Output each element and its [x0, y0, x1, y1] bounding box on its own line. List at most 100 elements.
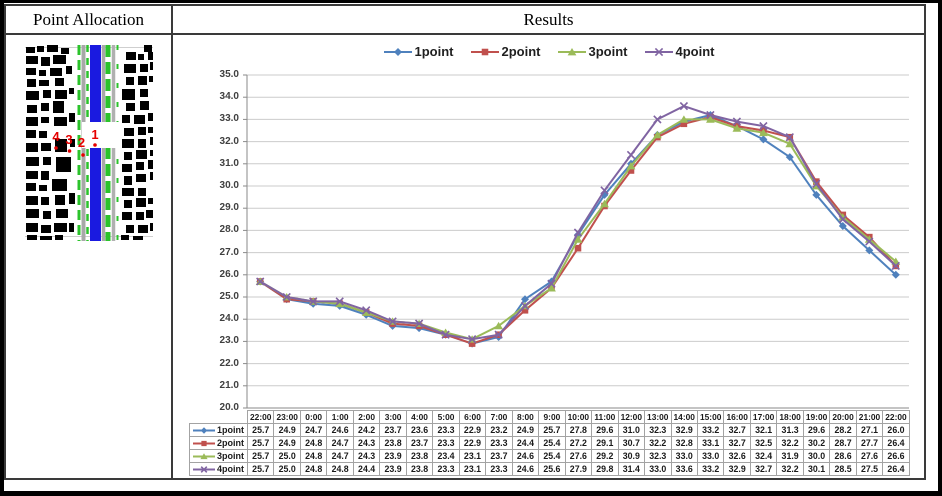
map-building: [68, 88, 74, 94]
y-axis-tick-label: 27.0: [219, 247, 239, 258]
map-building: [123, 176, 132, 185]
y-axis-tick-label: 33.0: [219, 113, 239, 124]
table-cell: 33.0: [670, 449, 698, 463]
legend-key-2point-icon: [470, 48, 499, 55]
map-building: [133, 115, 145, 124]
map-building: [68, 193, 75, 204]
table-cell: 29.1: [591, 436, 619, 450]
marker-diamond-icon: [891, 270, 900, 279]
map-point-4-label: 4: [52, 129, 60, 144]
table-cell: 29.6: [591, 423, 619, 437]
map-building: [123, 64, 136, 73]
table-cell: 26.6: [882, 449, 910, 463]
table-cell: 29.2: [591, 449, 619, 463]
marker-square-icon: [680, 120, 688, 128]
marker-x-icon: [759, 121, 768, 131]
marker-triangle-icon: [361, 308, 371, 316]
map-building: [139, 89, 148, 97]
marker-triangle-icon: [494, 321, 503, 330]
table-cell: 23.4: [432, 449, 460, 463]
table-cell: 24.8: [299, 436, 328, 450]
figure-body-row: 4 3 2 1 1point 2point 3point 4point 22:00 23…: [6, 35, 924, 478]
y-axis-tick-label: 24.0: [219, 313, 239, 324]
table-cell: 27.8: [564, 423, 593, 437]
map-building: [25, 171, 38, 179]
marker-triangle-icon: [706, 115, 715, 123]
map-building: [52, 55, 66, 64]
table-row-label-2point: 2point: [217, 437, 244, 448]
marker-x-icon: [256, 277, 265, 286]
map-building: [25, 117, 38, 126]
table-cell: 24.4: [352, 462, 381, 476]
legend-item-3point: 3point: [557, 44, 628, 59]
map-building: [26, 235, 37, 240]
marker-square-icon: [574, 244, 582, 252]
marker-square-icon: [468, 340, 476, 347]
map-building: [137, 54, 144, 60]
map-building: [25, 209, 39, 218]
table-col-header: 11:00: [591, 410, 619, 424]
table-col-header: 5:00: [432, 410, 460, 424]
table-col-header: 2:00: [352, 410, 381, 424]
table-col-header: 23:00: [273, 410, 301, 424]
map-building: [38, 80, 49, 86]
marker-diamond-icon: [865, 246, 874, 255]
table-header-row: 22:00 23:00 0:00 1:00 2:00 3:00 4:00 5:00 6:00 7:…: [190, 410, 910, 424]
table-cell: 23.9: [379, 462, 407, 476]
results-header-cell: Results: [173, 6, 924, 33]
marker-square-icon: [481, 48, 488, 55]
map-building: [38, 185, 47, 191]
marker-x-icon: [785, 133, 794, 142]
map-building: [121, 188, 134, 196]
map-building: [123, 152, 132, 160]
legend-label-1point: 1point: [414, 44, 454, 59]
table-cell: 24.8: [299, 462, 328, 476]
table-cell: 30.2: [802, 436, 831, 450]
table-cell: 25.7: [246, 436, 275, 450]
table-cell: 33.1: [696, 436, 725, 450]
map-building: [135, 212, 144, 220]
table-cell: 24.8: [326, 462, 354, 476]
legend-key-4point-icon: [644, 47, 673, 56]
map-building: [145, 210, 153, 218]
map-building: [25, 68, 36, 75]
marker-diamond-icon: [812, 190, 821, 199]
table-cell: 24.8: [299, 449, 328, 463]
table-cell: 26.4: [882, 436, 910, 450]
table-cell: 28.2: [829, 423, 857, 437]
map-building: [148, 76, 153, 82]
table-cell: 24.9: [511, 423, 540, 437]
table-row-header: 1point: [189, 423, 248, 437]
table-cell: 33.0: [696, 449, 725, 463]
table-col-header: 13:00: [644, 410, 672, 424]
map-point-1-label: 1: [91, 127, 98, 142]
map-building: [149, 137, 153, 145]
map-building: [49, 68, 62, 76]
map-building: [54, 139, 67, 152]
table-cell: 24.7: [326, 449, 354, 463]
table-col-header: 7:00: [485, 410, 513, 424]
results-title: Results: [523, 9, 574, 29]
marker-triangle-icon: [335, 299, 345, 308]
map-building: [42, 157, 51, 165]
marker-x-icon: [200, 465, 208, 473]
map-building: [149, 62, 153, 70]
marker-x-icon: [891, 261, 900, 271]
marker-triangle-icon: [732, 124, 742, 132]
table-cell: 32.1: [749, 423, 778, 437]
marker-x-icon: [520, 301, 530, 311]
table-row-header: 3point: [189, 449, 248, 463]
table-row-label-1point: 1point: [217, 424, 244, 435]
point-allocation-panel: 4 3 2 1: [6, 35, 173, 478]
marker-diamond-icon: [200, 426, 208, 434]
map-building: [137, 139, 146, 148]
map-building: [125, 225, 134, 233]
series-line-4point: [259, 105, 897, 341]
table-cell: 25.6: [538, 462, 566, 476]
table-cell: 32.7: [723, 423, 751, 437]
marker-triangle-icon: [838, 213, 848, 221]
map-building: [121, 164, 132, 172]
table-row-1point: 1point 25.7 24.9 24.7 24.6 24.2 23.7 23.6 23.3 22…: [189, 423, 910, 437]
map-building: [25, 223, 38, 232]
table-cell: 32.3: [644, 449, 672, 463]
